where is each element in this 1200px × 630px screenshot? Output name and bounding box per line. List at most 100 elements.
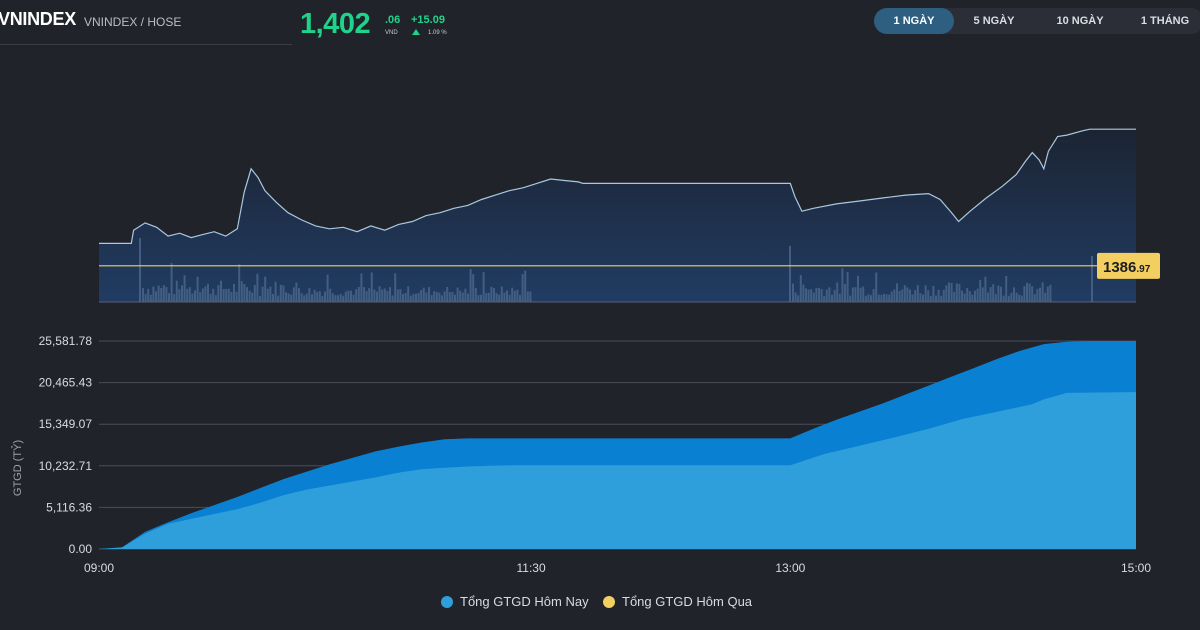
reference-price-label: 1386.97 [1097,252,1160,279]
volume-bar [971,294,974,302]
volume-bar [428,287,430,302]
volume-bar [1039,287,1041,302]
y-tick-label: 15,349.07 [39,417,93,431]
volume-bar [285,292,287,302]
x-tick-label: 09:00 [84,561,114,575]
volume-bar [1007,295,1010,302]
volume-bar [472,274,475,302]
volume-bar [365,291,368,302]
value-chart: 25,581.78 20,465.43 15,349.07 10,232.71 5,11… [11,334,1151,575]
volume-bar [916,285,919,302]
volume-bar [464,288,467,302]
tab-1-month[interactable]: 1 THÁNG [1140,15,1190,27]
volume-bar [508,294,511,302]
volume-bar [256,273,259,302]
volume-bar [987,292,989,302]
volume-bar [1000,286,1002,302]
volume-bar [326,274,329,302]
volume-bar [859,287,862,302]
volume-bar [199,292,202,302]
volume-bar [487,292,490,302]
volume-bar [901,289,904,302]
volume-bar [493,288,495,302]
volume-bar [412,294,415,302]
volume-bar [836,282,839,302]
volume-bar [173,294,176,302]
volume-bar [389,287,391,302]
volume-bar [313,289,316,302]
volume-bar [292,287,295,302]
volume-bar [441,295,443,302]
volume-bar [911,294,914,302]
volume-bar [334,295,337,302]
volume-bar [844,284,846,302]
volume-bar [880,294,883,302]
reference-price-decimal: .97 [1136,264,1150,275]
volume-bar [381,289,384,302]
volume-bar [482,272,485,302]
volume-bar [253,285,256,302]
volume-bar [833,289,836,302]
volume-bar [435,292,438,302]
volume-bar [958,283,961,302]
tab-1-day[interactable]: 1 NGÀY [874,8,954,34]
volume-bar [467,293,469,302]
exchange-label: VNINDEX / HOSE [84,15,182,29]
volume-bar [160,288,163,302]
volume-bar [142,288,144,302]
volume-bar [238,264,241,302]
volume-bar [386,291,389,302]
volume-bar [194,290,196,302]
volume-bar [204,286,207,302]
volume-bar [888,294,891,302]
volume-bar [225,289,228,302]
volume-bar [1002,295,1005,302]
price-currency: VND [385,30,398,36]
volume-bar [979,279,982,302]
volume-bar [157,285,160,302]
volume-bar [417,292,420,302]
volume-bar [1020,295,1023,302]
volume-bar [443,291,446,302]
volume-bar [303,295,306,302]
title-block: VNINDEX VNINDEX / HOSE [0,0,292,45]
volume-bar [935,295,937,302]
legend-label-today: Tổng GTGD Hôm Nay [460,594,589,609]
volume-bar [246,287,248,302]
volume-bar [898,291,901,302]
volume-bar [352,294,355,302]
price-decimal: .06 [385,14,401,26]
volume-bar [360,273,363,302]
volume-bar [906,287,909,302]
volume-bar [498,294,501,302]
ticker-symbol: VNINDEX [0,9,76,29]
volume-bar [992,284,995,302]
volume-bar [529,291,532,302]
tab-10-days[interactable]: 10 NGÀY [1056,15,1104,27]
volume-bar [997,285,1000,302]
volume-bar [144,294,147,302]
volume-bars [139,238,1093,302]
y-tick-label: 25,581.78 [39,334,93,348]
volume-bar [503,292,506,302]
volume-bar [792,283,794,302]
volume-bar [846,272,849,302]
change-value: +15.09 [411,14,445,26]
volume-bar [823,296,826,302]
volume-bar [404,292,407,302]
volume-bar [233,284,235,302]
tab-5-days[interactable]: 5 NGÀY [973,15,1015,27]
volume-bar [854,287,857,302]
volume-bar [1049,284,1052,302]
volume-bar [896,283,898,302]
volume-bar [376,291,378,302]
volume-bar [446,287,449,302]
volume-bar [1031,286,1034,302]
volume-bar [329,288,332,302]
y-tick-label: 5,116.36 [46,500,92,514]
volume-bar [867,294,870,302]
volume-bar [857,275,859,302]
volume-bar [893,289,896,302]
volume-bar [272,294,274,302]
volume-bar [355,289,358,302]
